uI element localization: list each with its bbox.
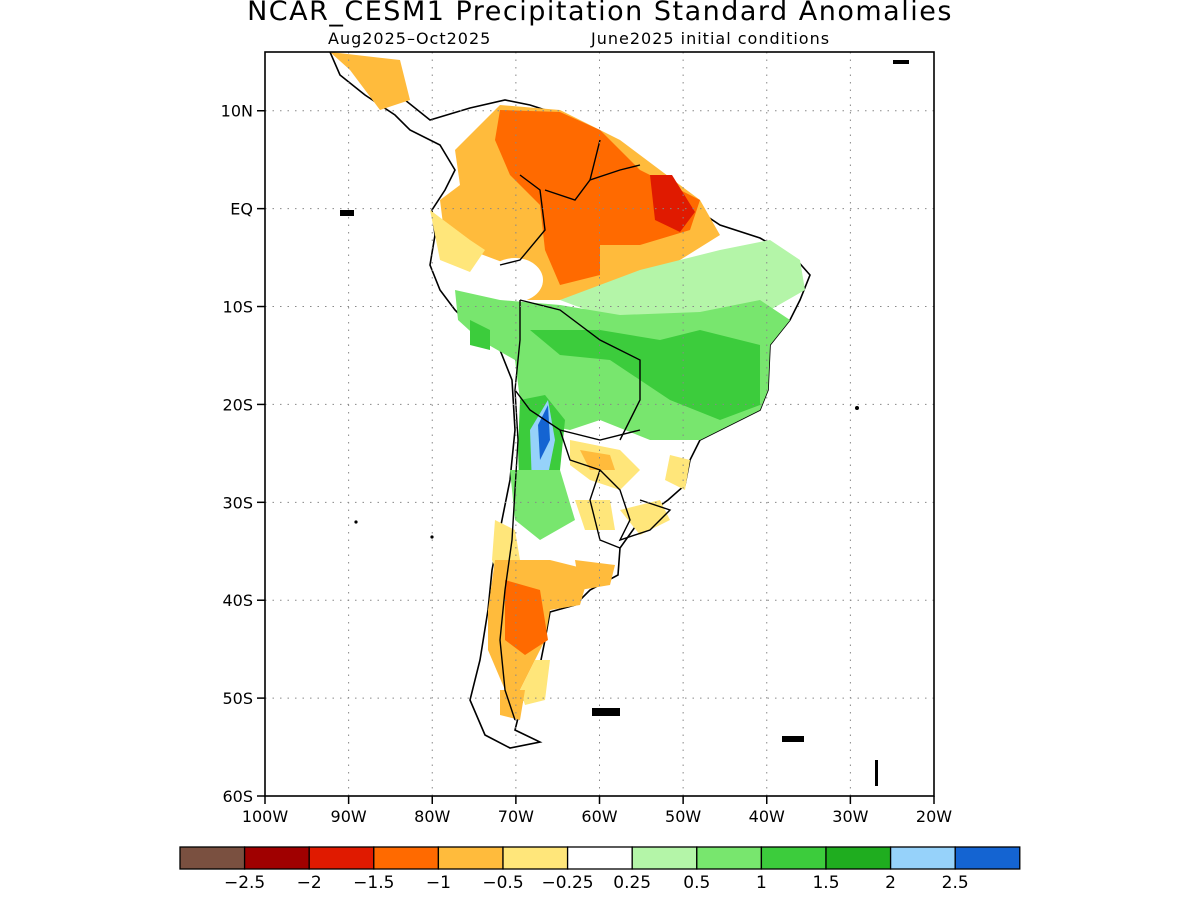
country-borders <box>499 139 672 721</box>
colorbar-swatch <box>566 846 633 870</box>
lat-tick-label: 10N <box>221 102 253 121</box>
latitude-axis: 10N EQ 10S 20S 30S 40S 50S 60S <box>221 102 265 806</box>
lon-tick-label: 70W <box>498 807 534 826</box>
colorbar-swatch <box>825 846 892 870</box>
lat-tick-label: 20S <box>222 395 253 414</box>
colorbar-swatch <box>243 846 310 870</box>
colorbar-label: 2.5 <box>942 873 969 893</box>
lon-tick-label: 80W <box>414 807 450 826</box>
colorbar-swatch <box>373 846 440 870</box>
lat-tick-label: 40S <box>222 591 253 610</box>
colorbar-swatch <box>179 846 246 870</box>
colorbar-label: 0.25 <box>613 873 651 893</box>
colorbar-swatch <box>437 846 504 870</box>
lat-tick-label: EQ <box>230 200 253 219</box>
lon-tick-label: 50W <box>665 807 701 826</box>
colorbar-label: 2 <box>885 873 896 893</box>
islands <box>340 60 909 786</box>
colorbar-label: −0.5 <box>482 873 523 893</box>
colorbar-swatch <box>954 846 1021 870</box>
lat-tick-label: 10S <box>222 298 253 317</box>
colorbar-label: −2.5 <box>224 873 265 893</box>
colorbar-swatch <box>631 846 698 870</box>
colorbar-label: 1 <box>756 873 767 893</box>
colorbar-swatch <box>502 846 569 870</box>
colorbar-label: −2 <box>297 873 322 893</box>
forecast-period: Aug2025–Oct2025 <box>328 29 492 48</box>
lat-tick-label: 50S <box>222 689 253 708</box>
colorbar-label: −1.5 <box>353 873 394 893</box>
lat-tick-label: 30S <box>222 493 253 512</box>
lat-tick-label: 60S <box>222 787 253 806</box>
colorbar-swatch <box>889 846 956 870</box>
colorbar-label: −0.25 <box>542 873 594 893</box>
colorbar-swatch <box>696 846 763 870</box>
colorbar-label: 0.5 <box>683 873 710 893</box>
colorbar-label: 1.5 <box>812 873 839 893</box>
colorbar: −2.5 −2 −1.5 −1 −0.5 −0.25 0.25 0.5 1 1.5 2 2.5 <box>179 846 1021 893</box>
longitude-axis: 100W 90W 80W 70W 60W 50W 40W 30W 20W <box>242 796 952 826</box>
anomaly-fields <box>329 52 811 749</box>
initial-conditions: June2025 initial conditions <box>591 29 831 48</box>
map-title: NCAR_CESM1 Precipitation Standard Anomal… <box>247 0 953 27</box>
lon-tick-label: 20W <box>916 807 952 826</box>
lon-tick-label: 100W <box>242 807 289 826</box>
lon-tick-label: 30W <box>832 807 868 826</box>
lon-tick-label: 40W <box>749 807 785 826</box>
lon-tick-label: 60W <box>581 807 617 826</box>
lon-tick-label: 90W <box>331 807 367 826</box>
colorbar-swatch <box>308 846 375 870</box>
colorbar-label: −1 <box>426 873 451 893</box>
colorbar-swatch <box>760 846 827 870</box>
